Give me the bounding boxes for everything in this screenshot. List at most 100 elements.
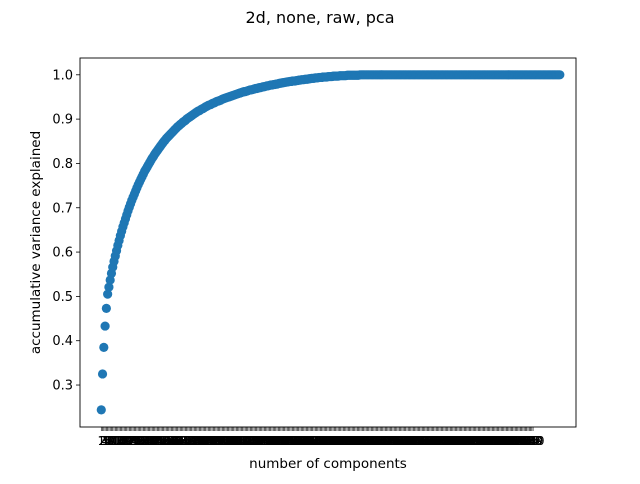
x-tick-label: 278 [443,434,466,448]
x-tick-label: 132 [257,434,280,448]
x-tick-label: 302 [473,434,496,448]
x-tick-label: 9 [108,434,116,448]
x-tick-label: 222 [371,434,394,448]
x-tick-label: 6 [104,434,112,448]
plot-frame [79,57,577,428]
x-tick-label: 332 [511,434,534,448]
x-tick-label: 114 [234,434,257,448]
x-tick-label: 112 [231,434,254,448]
data-point [99,342,109,352]
x-tick-label: 16 [113,434,128,448]
x-tick-label: 135 [261,434,284,448]
x-tick-label: 205 [350,434,373,448]
x-tick-label: 124 [246,434,269,448]
x-tick-label: 300 [471,434,494,448]
x-tick-label: 31 [132,434,147,448]
x-tick-label: 299 [469,434,492,448]
x-tick-label: 256 [415,434,438,448]
x-tick-label: 293 [462,434,485,448]
x-tick-label: 239 [393,434,416,448]
x-tick-label: 142 [269,434,292,448]
x-tick-label: 200 [343,434,366,448]
x-tick-label: 259 [418,434,441,448]
x-tick-label: 195 [337,434,360,448]
x-tick-label: 186 [325,434,348,448]
x-tick-label: 72 [184,434,199,448]
x-tick-label: 14 [110,434,125,448]
x-tick-label: 198 [341,434,364,448]
x-tick-label: 17 [114,434,129,448]
x-tick-label: 225 [375,434,398,448]
x-tick-label: 156 [287,434,310,448]
x-tick-label: 286 [453,434,476,448]
x-tick-label: 164 [297,434,320,448]
x-tick-label: 266 [427,434,450,448]
x-tick-label: 257 [416,434,439,448]
x-tick-label: 337 [518,434,541,448]
x-tick-label: 283 [449,434,472,448]
x-tick-label: 291 [459,434,482,448]
x-tick-label: 255 [413,434,436,448]
x-tick-label: 173 [309,434,332,448]
x-tick-label: 265 [426,434,449,448]
x-tick-label: 97 [216,434,231,448]
x-tick-label: 117 [238,434,261,448]
data-point [103,289,113,299]
x-tick-label: 311 [485,434,508,448]
x-tick-label: 190 [331,434,354,448]
x-tick-label: 42 [146,434,161,448]
x-tick-label: 310 [483,434,506,448]
x-tick-label: 261 [421,434,444,448]
x-tick-label: 111 [230,434,253,448]
x-tick-label: 304 [476,434,499,448]
x-tick-label: 144 [272,434,295,448]
x-tick-label: 64 [174,434,189,448]
x-tick-label: 203 [347,434,370,448]
x-tick-label: 317 [492,434,515,448]
x-tick-label: 80 [194,434,209,448]
x-tick-label: 182 [320,434,343,448]
x-tick-label: 285 [452,434,475,448]
x-tick-label: 60 [169,434,184,448]
x-tick-label: 138 [264,434,287,448]
x-tick-label: 295 [464,434,487,448]
x-tick-label: 230 [382,434,405,448]
x-tick-label: 18 [115,434,130,448]
x-tick-label: 322 [499,434,522,448]
x-tick-label: 104 [221,434,244,448]
x-tick-label: 272 [435,434,458,448]
x-tick-label: 338 [519,434,542,448]
x-tick-label: 184 [323,434,346,448]
x-tick-label: 244 [399,434,422,448]
x-tick-label: 52 [159,434,174,448]
x-tick-label: 199 [342,434,365,448]
x-tick-label: 201 [345,434,368,448]
x-tick-label: 139 [266,434,289,448]
x-tick-label: 290 [458,434,481,448]
x-tick-label: 242 [397,434,420,448]
x-tick-label: 329 [508,434,531,448]
x-tick-label: 101 [217,434,240,448]
x-tick-label: 270 [432,434,455,448]
x-axis-label: number of components [249,456,407,472]
x-tick-label: 51 [157,434,172,448]
x-tick-label: 123 [245,434,268,448]
x-tick-label: 174 [310,434,333,448]
x-tick-label: 7 [105,434,113,448]
x-tick-label: 24 [123,434,138,448]
x-tick-label: 306 [478,434,501,448]
x-tick-label: 336 [517,434,540,448]
x-tick-label: 44 [148,434,163,448]
x-tick-label: 35 [137,434,152,448]
x-tick-label: 84 [199,434,214,448]
x-tick-label: 41 [145,434,160,448]
x-tick-label: 71 [183,434,198,448]
x-tick-label: 215 [362,434,385,448]
x-tick-label: 218 [366,434,389,448]
x-tick-label: 181 [319,434,342,448]
x-tick-label: 232 [384,434,407,448]
x-tick-label: 179 [317,434,340,448]
x-tick-label: 284 [450,434,473,448]
chart-title: 2d, none, raw, pca [246,8,395,27]
x-tick-label: 281 [446,434,469,448]
